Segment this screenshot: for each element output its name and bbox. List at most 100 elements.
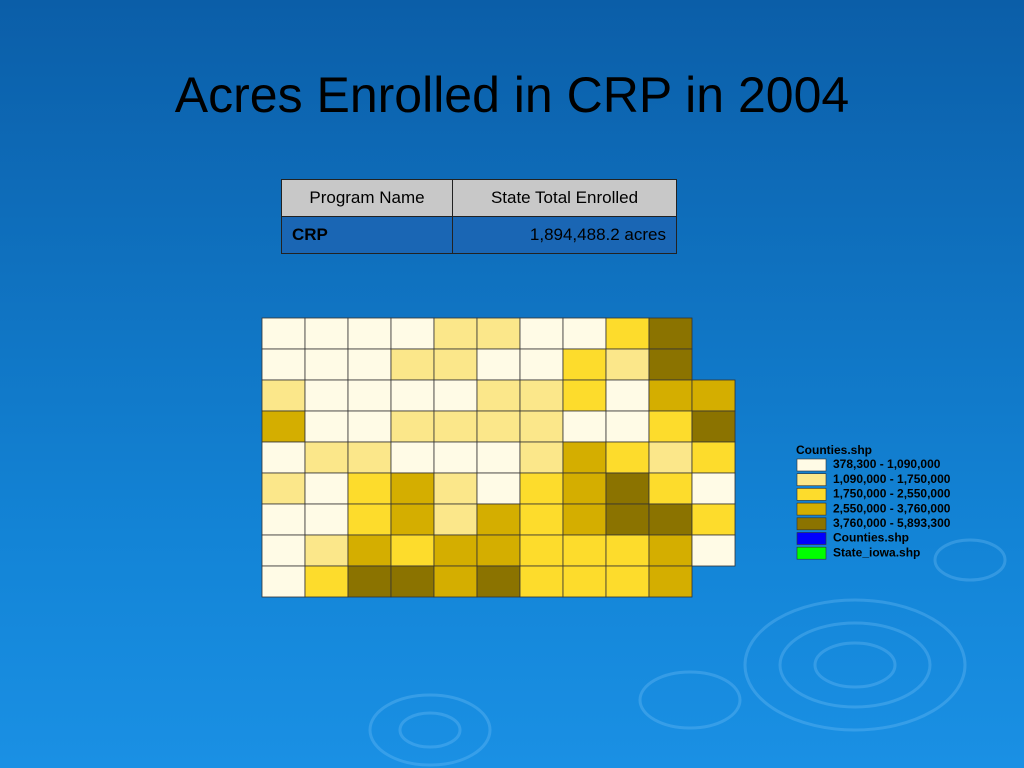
county [433, 317, 478, 350]
county [304, 348, 349, 381]
county [648, 503, 693, 536]
county [476, 441, 521, 474]
county [605, 379, 650, 412]
county [648, 379, 693, 412]
county [347, 565, 392, 598]
county [347, 472, 392, 505]
county [648, 348, 693, 381]
county [605, 317, 650, 350]
county [691, 534, 736, 567]
county [261, 410, 306, 443]
county [433, 348, 478, 381]
county [261, 348, 306, 381]
county [562, 379, 607, 412]
county [390, 379, 435, 412]
county [261, 503, 306, 536]
county [433, 379, 478, 412]
county [476, 503, 521, 536]
legend-swatch [796, 473, 827, 487]
county [261, 534, 306, 567]
county [261, 379, 306, 412]
county [390, 317, 435, 350]
county [648, 441, 693, 474]
county [433, 565, 478, 598]
county [390, 472, 435, 505]
county [476, 472, 521, 505]
county [648, 317, 693, 350]
county [562, 317, 607, 350]
county [347, 441, 392, 474]
county-map [261, 317, 736, 598]
legend-title: Counties.shp [796, 443, 872, 457]
county [562, 565, 607, 598]
county [519, 441, 564, 474]
county [648, 472, 693, 505]
county [347, 410, 392, 443]
county [390, 348, 435, 381]
county [476, 410, 521, 443]
enrollment-table: Program Name State Total Enrolled CRP 1,… [281, 179, 677, 254]
legend-label: 3,760,000 - 5,893,300 [833, 516, 951, 530]
legend-swatch [796, 532, 827, 545]
county [304, 317, 349, 350]
county [648, 410, 693, 443]
county [648, 534, 693, 567]
county [605, 410, 650, 443]
county [691, 379, 736, 412]
legend-label: 1,090,000 - 1,750,000 [833, 472, 951, 486]
county [304, 379, 349, 412]
county [605, 472, 650, 505]
county [347, 348, 392, 381]
county [390, 565, 435, 598]
county [562, 503, 607, 536]
county [304, 410, 349, 443]
county [390, 441, 435, 474]
legend-swatch [796, 517, 827, 531]
county [519, 348, 564, 381]
county [304, 565, 349, 598]
county [648, 565, 693, 598]
legend-swatch [796, 458, 827, 472]
county [605, 348, 650, 381]
county [304, 503, 349, 536]
county [562, 534, 607, 567]
legend-label: 378,300 - 1,090,000 [833, 457, 941, 471]
cell: 1,894,488.2 acres [452, 216, 677, 254]
county [519, 503, 564, 536]
legend-swatch [796, 502, 827, 516]
legend-label: 2,550,000 - 3,760,000 [833, 501, 951, 515]
legend-label: Counties.shp [833, 531, 909, 545]
county [261, 565, 306, 598]
ripple-decoration [368, 538, 1007, 767]
county [605, 441, 650, 474]
county [347, 379, 392, 412]
county [562, 472, 607, 505]
slide-title: Acres Enrolled in CRP in 2004 [174, 67, 850, 123]
legend-swatch [796, 546, 827, 560]
cell: CRP [281, 216, 453, 254]
county [261, 472, 306, 505]
county [476, 534, 521, 567]
county [433, 472, 478, 505]
county [519, 534, 564, 567]
county [390, 410, 435, 443]
county [433, 441, 478, 474]
county [433, 534, 478, 567]
county [519, 565, 564, 598]
header-cell: State Total Enrolled [452, 179, 677, 217]
county [519, 379, 564, 412]
county [347, 534, 392, 567]
county [433, 410, 478, 443]
header-cell: Program Name [281, 179, 453, 217]
county [519, 317, 564, 350]
county [691, 410, 736, 443]
county [261, 317, 306, 350]
county [476, 379, 521, 412]
county [304, 534, 349, 567]
county [519, 472, 564, 505]
county [519, 410, 564, 443]
legend-label: 1,750,000 - 2,550,000 [833, 487, 951, 501]
county [433, 503, 478, 536]
